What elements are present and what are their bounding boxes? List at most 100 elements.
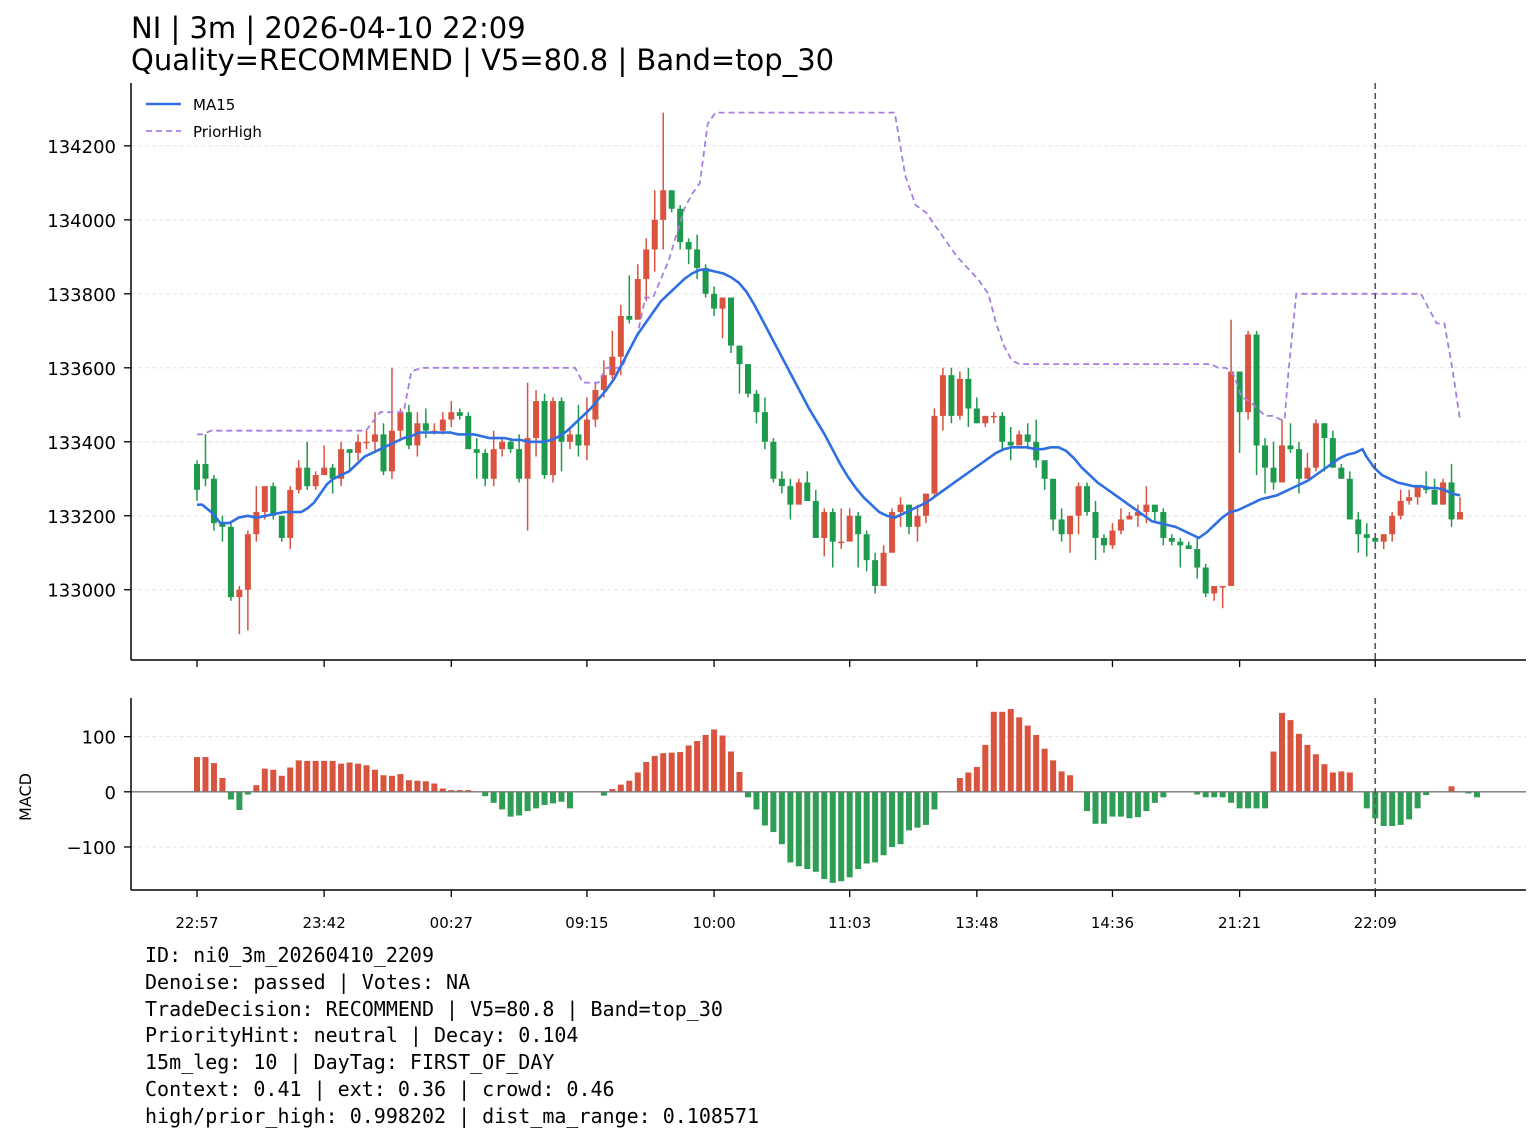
candle — [1245, 330, 1252, 420]
candle-body — [1041, 460, 1048, 479]
macd-bar — [999, 711, 1006, 792]
candle-body — [931, 415, 938, 494]
macd-bar — [1117, 791, 1124, 817]
candle-body — [778, 478, 785, 487]
macd-bar — [1372, 791, 1379, 819]
macd-bar — [897, 791, 904, 845]
candle-body — [388, 430, 395, 472]
macd-bar — [1100, 791, 1107, 824]
macd-bar — [1041, 748, 1048, 792]
candle — [1041, 460, 1048, 490]
candle — [626, 275, 633, 324]
macd-bar — [499, 791, 506, 810]
candle-body — [1024, 434, 1031, 442]
price-y-tick-label: 134200 — [47, 137, 116, 158]
candle-body — [270, 486, 277, 516]
candle — [287, 486, 294, 550]
price-y-tick-label: 133000 — [47, 581, 116, 602]
candle — [278, 515, 285, 542]
x-tick-label: 09:15 — [565, 914, 608, 932]
candle-body — [261, 486, 268, 513]
candle — [1067, 515, 1074, 553]
macd-bar — [1228, 791, 1235, 803]
candle — [227, 523, 234, 601]
candle — [863, 530, 870, 572]
price-y-ticks: 133000 133200 133400 133600 133800 134000 1342… — [47, 137, 131, 602]
candle — [1262, 438, 1269, 494]
macd-bar — [550, 791, 557, 804]
macd-bar — [1262, 791, 1269, 809]
price-y-tick-label: 133800 — [47, 285, 116, 306]
candle — [312, 471, 319, 490]
candle — [1228, 319, 1235, 587]
candle — [338, 441, 345, 487]
candle — [473, 438, 480, 479]
price-candles — [194, 112, 1463, 635]
candle — [1431, 478, 1438, 505]
price-y-tick-label: 134000 — [47, 211, 116, 232]
candle-body — [499, 441, 506, 450]
candle — [1007, 426, 1014, 461]
candle-body — [1287, 445, 1294, 450]
candle — [490, 430, 497, 487]
candle-body — [1211, 586, 1218, 594]
candle-body — [668, 190, 675, 209]
macd-bar — [1160, 791, 1167, 798]
macd-bar — [448, 790, 455, 792]
candle — [219, 515, 226, 542]
candle-body — [473, 449, 480, 453]
candle-body — [405, 412, 412, 446]
candle-body — [982, 415, 989, 424]
candle-body — [1084, 486, 1091, 513]
macd-bar — [990, 711, 997, 792]
macd-bar — [668, 752, 675, 792]
candle-body — [566, 434, 573, 442]
candle-body — [533, 401, 540, 439]
candle — [533, 389, 540, 457]
macd-bar — [219, 778, 226, 792]
candle-body — [872, 560, 879, 587]
candle — [829, 508, 836, 568]
macd-bar — [261, 768, 268, 792]
candle — [448, 401, 455, 427]
candle — [1448, 463, 1455, 527]
candle-body — [1185, 545, 1192, 550]
macd-bar — [507, 791, 514, 817]
macd-bar — [1397, 791, 1404, 825]
candle — [609, 330, 616, 379]
macd-bar — [1329, 772, 1336, 792]
candle — [736, 345, 743, 394]
macd-bar — [719, 735, 726, 792]
candle-body — [855, 515, 862, 535]
price-x-ticks — [196, 660, 1376, 667]
candle-body — [1058, 519, 1065, 535]
macd-bar — [1084, 791, 1091, 812]
candle-body — [575, 434, 582, 446]
macd-bar — [973, 766, 980, 792]
x-tick-label: 14:36 — [1091, 914, 1134, 932]
candle — [668, 190, 675, 213]
candle — [575, 404, 582, 457]
candle-body — [821, 512, 828, 538]
macd-bar — [253, 785, 260, 792]
macd-bar — [846, 791, 853, 878]
candle — [524, 382, 531, 531]
macd-bar — [770, 791, 777, 833]
candle-body — [380, 434, 387, 472]
candle-body — [1007, 441, 1014, 446]
candle-body — [1033, 441, 1040, 461]
macd-bar — [304, 760, 311, 792]
macd-bar — [1465, 791, 1472, 794]
macd-bar — [465, 790, 472, 792]
candle — [922, 493, 929, 524]
candle-body — [914, 515, 921, 527]
candle — [516, 434, 523, 483]
candle — [795, 478, 802, 505]
macd-bar — [236, 791, 243, 810]
candle — [855, 512, 862, 568]
macd-bar — [380, 775, 387, 792]
candle-body — [889, 512, 896, 553]
candle — [1287, 423, 1294, 453]
candle — [304, 441, 311, 490]
price-y-tick-label: 133200 — [47, 507, 116, 528]
